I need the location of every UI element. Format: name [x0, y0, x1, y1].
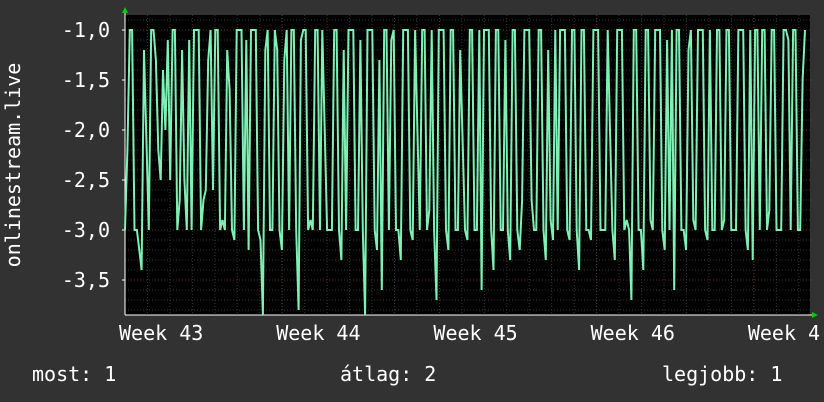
footer-best: legjobb: 1	[662, 362, 782, 386]
y-axis-label: onlinestream.live	[1, 63, 25, 268]
series-line	[124, 29, 806, 316]
footer-average: átlag: 2	[340, 362, 436, 386]
y-tick-label: -1,0	[62, 18, 110, 42]
best-label: legjobb:	[662, 362, 759, 386]
average-value: 2	[424, 362, 437, 386]
x-tick-label: Week 46	[591, 321, 675, 345]
y-tick-label: -2,5	[62, 168, 110, 192]
chart: -1,0-1,5-2,0-2,5-3,0-3,5 Week 43 Week 44 W…	[1, 7, 820, 345]
average-label: átlag:	[340, 362, 413, 386]
x-axis: Week 43 Week 44 Week 45 Week 46 Week 4	[119, 321, 820, 345]
y-tick-label: -1,5	[62, 68, 110, 92]
x-tick-label: Week 44	[276, 321, 360, 345]
x-axis-arrow-icon	[812, 312, 818, 318]
current-value: 1	[104, 362, 117, 386]
y-axis: -1,0 -1,5 -2,0 -2,5 -3,0 -3,5	[62, 18, 125, 292]
current-label: most:	[32, 362, 93, 386]
x-tick-label: Week 45	[433, 321, 517, 345]
x-tick-label: Week 43	[119, 321, 203, 345]
y-tick-label: -3,5	[62, 268, 110, 292]
best-value: 1	[770, 362, 783, 386]
x-tick-label: Week 4	[748, 321, 820, 345]
y-tick-label: -2,0	[62, 118, 110, 142]
y-axis-arrow-icon	[122, 7, 128, 13]
footer-current: most: 1	[32, 362, 116, 386]
y-tick-label: -3,0	[62, 218, 110, 242]
